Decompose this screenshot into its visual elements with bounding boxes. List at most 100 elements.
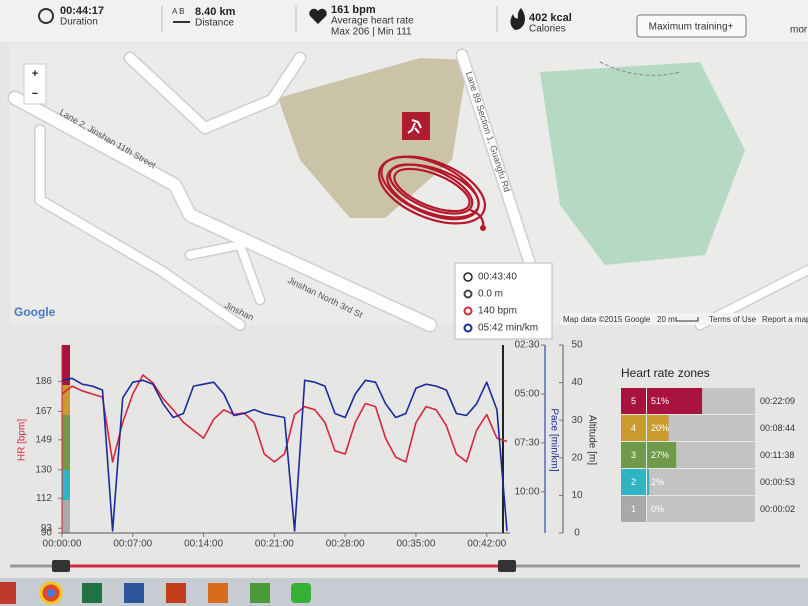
green-area [540, 62, 745, 265]
zone-bar [647, 415, 669, 441]
zone-number: 1 [631, 504, 636, 514]
zone-bar-bg [647, 469, 755, 495]
heart-icon [309, 8, 327, 24]
calories-icon [510, 8, 525, 30]
tooltip-icon [463, 289, 473, 299]
distance-ab: A B [172, 7, 184, 16]
altitude-axis-label: Altitude [m] [586, 415, 597, 465]
ppt-icon[interactable] [166, 583, 186, 603]
zone-cell [621, 388, 646, 414]
line-icon[interactable] [291, 583, 311, 603]
map[interactable]: Lane 2, Jinshan 11th Street Lane 89 Sect… [7, 45, 808, 333]
avg-hr-label: Average heart rate [331, 16, 414, 27]
tick-label: 93 [41, 523, 53, 534]
zone-percent: 20% [651, 423, 669, 433]
zone-number: 3 [631, 450, 636, 460]
distance-label: Distance [195, 18, 234, 29]
zoom-out[interactable]: − [32, 88, 38, 100]
tick-label: 186 [35, 376, 52, 387]
zone-number: 2 [631, 477, 636, 487]
x-tick-label: 00:35:00 [396, 539, 435, 550]
excel-icon[interactable] [82, 583, 102, 603]
training-button-label[interactable]: Maximum training+ [649, 22, 734, 33]
zone-percent: 2% [651, 477, 664, 487]
start-button[interactable] [0, 582, 16, 604]
tick-label: 02:30 [514, 340, 539, 351]
boundary [599, 61, 681, 76]
zone-bar [647, 442, 677, 468]
road [35, 125, 245, 330]
training-button[interactable] [636, 14, 747, 38]
distance: 8.40 km [195, 6, 236, 18]
runner-icon [407, 119, 422, 134]
scale: 20 m [657, 315, 675, 324]
tooltip-icon [463, 323, 473, 333]
zone-percent: 27% [651, 450, 669, 460]
zone-cell [621, 415, 646, 441]
tooltip-hr: 140 bpm [478, 306, 517, 317]
calories-label: Calories [529, 24, 566, 35]
pace-axis-label: Pace [min/km] [548, 408, 559, 472]
zone-strip [62, 415, 70, 470]
zone-strip [62, 500, 70, 533]
zone-time: 00:08:44 [760, 423, 795, 433]
road [186, 241, 264, 304]
duration: 00:44:17 [60, 5, 104, 17]
avg-hr: 161 bpm [331, 4, 376, 16]
tick-label: 20 [571, 452, 583, 463]
tooltip-icon [463, 306, 473, 316]
timeline-handle[interactable] [498, 560, 516, 572]
zone-cell [621, 469, 646, 495]
terms[interactable]: Terms of Use [709, 315, 757, 324]
x-tick-label: 00:21:00 [255, 539, 294, 550]
hr-minmax: Max 206 | Min 111 [331, 27, 412, 38]
zone-bar-bg [647, 496, 755, 522]
word-icon[interactable] [124, 583, 144, 603]
tick-label: 90 [41, 528, 53, 539]
road [9, 92, 436, 331]
tick-label: 40 [571, 377, 583, 388]
zone-cell [621, 496, 646, 522]
outlook-icon[interactable] [208, 583, 228, 603]
park [278, 58, 468, 218]
zones-table: 5 51% 00:22:09 4 20% 00:08:44 3 27% 00:11:38 2 2% 0… [621, 388, 795, 522]
app-icon[interactable] [250, 583, 270, 603]
x-tick-label: 00:28:00 [326, 539, 365, 550]
zone-time: 00:11:38 [760, 450, 794, 460]
series-line [61, 377, 508, 532]
tick-label: 50 [571, 340, 583, 351]
tick-label: 167 [35, 406, 52, 417]
more[interactable]: mor [790, 25, 808, 36]
tooltip-time: 00:43:40 [478, 272, 517, 283]
x-tick-label: 00:07:00 [113, 539, 152, 550]
series-line [61, 374, 508, 463]
x-tick-label: 00:14:00 [184, 539, 223, 550]
google-logo: Google [14, 305, 56, 319]
tooltip-altitude: 0.0 m [478, 289, 503, 300]
zone-bar [647, 388, 703, 414]
tooltip-icon [463, 272, 473, 282]
zone-time: 00:00:53 [760, 477, 795, 487]
report[interactable]: Report a map [762, 315, 808, 324]
scale-bar [675, 317, 699, 322]
tick-label: 112 [36, 493, 52, 504]
zone-number: 4 [631, 423, 636, 433]
duration-icon [38, 8, 54, 24]
route [377, 155, 487, 229]
x-tick-label: 00:42:00 [467, 539, 506, 550]
zone-cell [621, 442, 646, 468]
zone-percent: 0% [651, 504, 664, 514]
tooltip-pace: 05:42 min/km [478, 323, 538, 334]
duration-label: Duration [60, 17, 98, 28]
tick-label: 0 [574, 528, 580, 539]
tick-label: 05:00 [514, 389, 539, 400]
tick-label: 30 [571, 415, 583, 426]
timeline-handle[interactable] [52, 560, 70, 572]
zoom-in[interactable]: + [32, 68, 38, 80]
zone-time: 00:00:02 [760, 504, 795, 514]
tick-label: 07:30 [514, 438, 539, 449]
road [125, 53, 305, 133]
zone-number: 5 [631, 396, 636, 406]
